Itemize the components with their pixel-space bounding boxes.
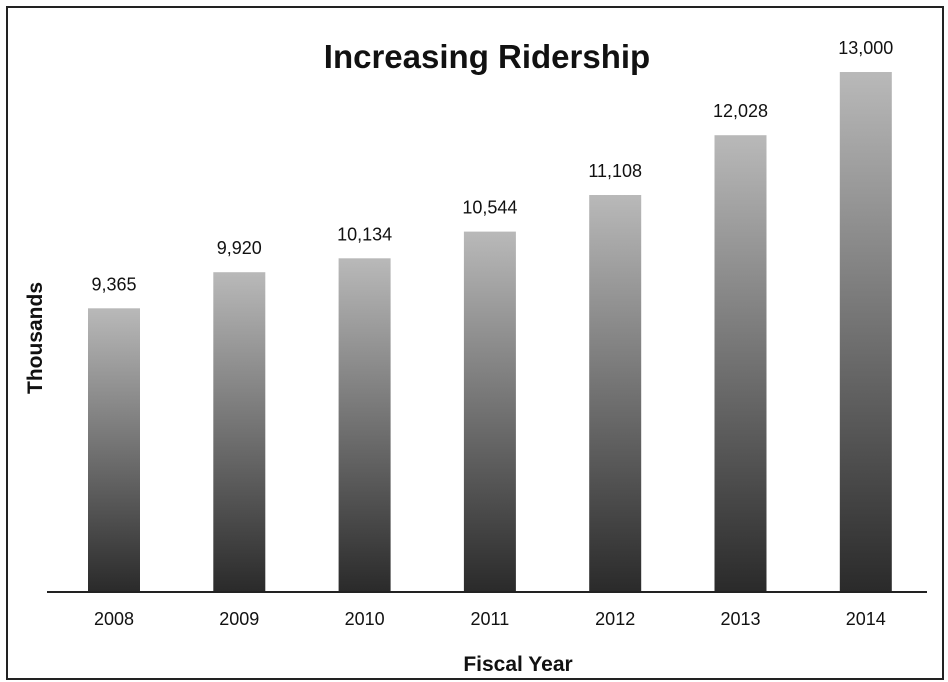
- bar-2010: [338, 258, 391, 592]
- bar-chart: Increasing Ridership Thousands 9,365 9,92…: [24, 38, 927, 676]
- chart-title: Increasing Ridership: [324, 38, 650, 75]
- bar-2012: [589, 195, 642, 592]
- data-label-2014: 13,000: [838, 38, 893, 58]
- bar-2014: [839, 72, 892, 592]
- x-tick-label-2009: 2009: [219, 609, 259, 629]
- data-label-2010: 10,134: [337, 224, 392, 244]
- data-label-2011: 10,544: [462, 198, 517, 218]
- x-tick-labels-group: 2008 2009 2010 2011 2012 2013 2014: [94, 609, 886, 629]
- data-label-2008: 9,365: [91, 274, 136, 294]
- y-axis-title: Thousands: [24, 282, 47, 394]
- x-tick-label-2011: 2011: [471, 609, 510, 629]
- x-tick-label-2010: 2010: [345, 609, 385, 629]
- chart-frame: Increasing Ridership Thousands 9,365 9,92…: [6, 6, 944, 680]
- data-labels-group: 9,365 9,920 10,134 10,544 11,108 12,028 13,000: [91, 38, 893, 294]
- bar-2008: [88, 308, 140, 592]
- x-tick-label-2008: 2008: [94, 609, 134, 629]
- bar-2009: [213, 272, 266, 592]
- data-label-2009: 9,920: [217, 238, 262, 258]
- x-tick-label-2012: 2012: [595, 609, 635, 629]
- x-tick-label-2013: 2013: [720, 609, 760, 629]
- bars-group: [88, 72, 892, 592]
- data-label-2012: 11,108: [588, 161, 642, 181]
- bar-2011: [463, 231, 516, 592]
- x-tick-label-2014: 2014: [846, 609, 886, 629]
- x-axis-title: Fiscal Year: [463, 653, 572, 676]
- bar-2013: [714, 135, 767, 592]
- data-label-2013: 12,028: [713, 101, 768, 121]
